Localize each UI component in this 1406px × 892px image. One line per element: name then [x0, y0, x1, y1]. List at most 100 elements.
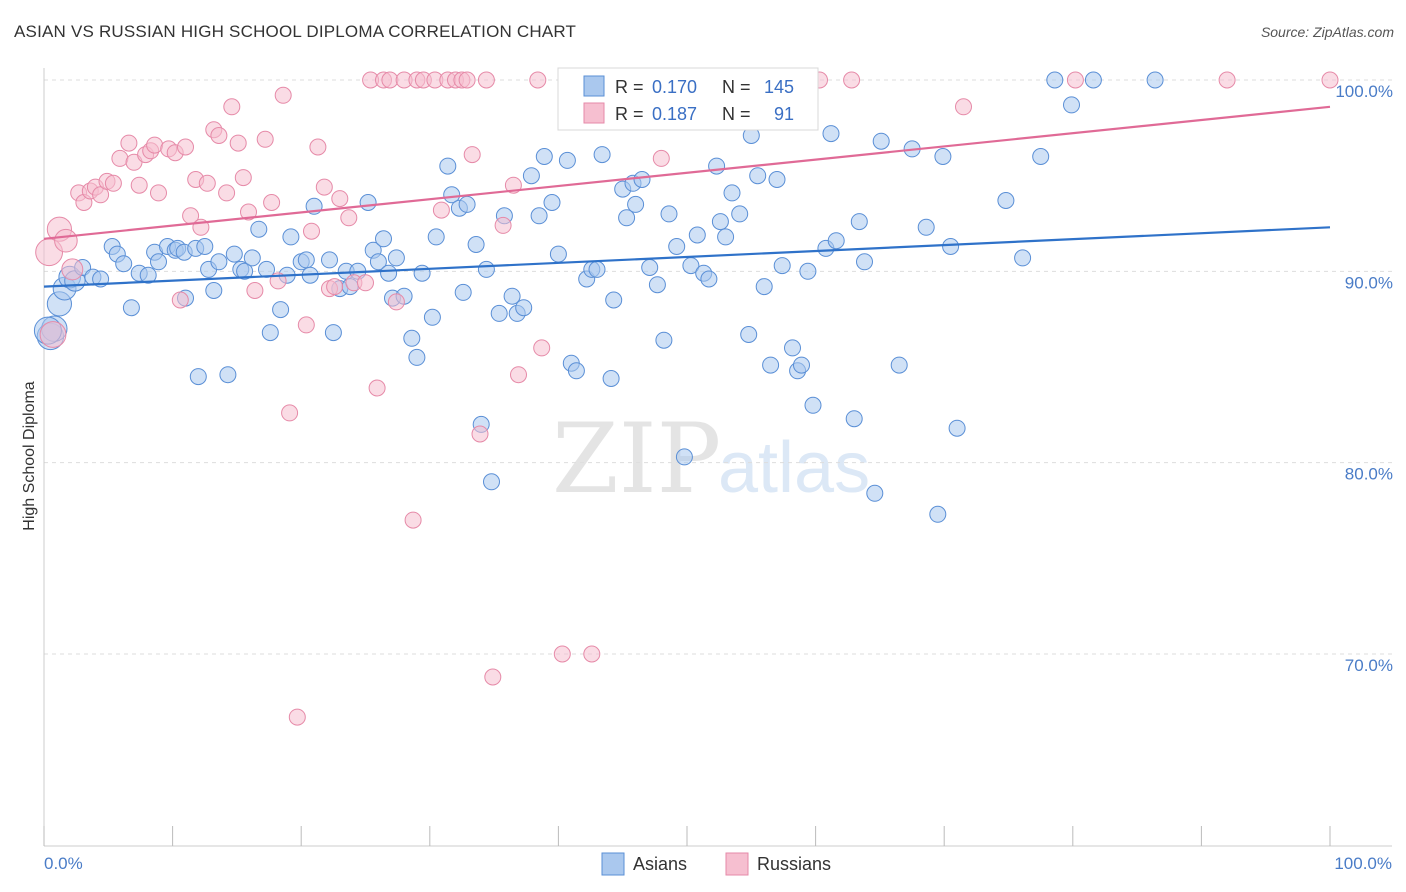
asians-point-130	[890, 356, 908, 374]
legend-r-value-russians: 0.187	[652, 104, 697, 124]
y-tick-label-80: 80.0%	[1345, 465, 1393, 484]
asians-point-116	[773, 257, 791, 275]
russians-point-33	[234, 169, 252, 187]
russians-point-55	[381, 71, 399, 89]
asians-point-106	[711, 213, 729, 231]
asians-point-24	[196, 238, 214, 255]
legend-r-label-russians: R =	[615, 104, 644, 124]
asians-point-99	[668, 238, 686, 255]
legend-r-value-asians: 0.170	[652, 77, 697, 97]
asians-point-126	[850, 213, 868, 231]
russians-point-80	[652, 149, 670, 167]
russians-point-11	[104, 174, 122, 192]
bottom-legend-swatch-russians	[725, 852, 749, 876]
asians-point-77	[530, 207, 548, 225]
russians-point-75	[533, 339, 551, 357]
asians-point-55	[387, 249, 405, 267]
asians-point-136	[948, 419, 966, 437]
asians-point-134	[934, 148, 952, 165]
asians-point-43	[321, 251, 338, 269]
russians-point-48	[331, 190, 349, 208]
asians-point-23	[189, 368, 207, 386]
asians-point-140	[1046, 71, 1064, 89]
asians-point-83	[567, 362, 585, 380]
bottom-legend-swatch-asians	[601, 852, 625, 876]
russians-point-1	[39, 321, 67, 348]
russians-point-90	[1321, 71, 1339, 89]
y-tick-label-100: 100.0%	[1335, 82, 1393, 101]
asians-point-60	[423, 308, 441, 326]
asians-point-115	[768, 171, 786, 188]
russians-point-43	[303, 222, 320, 240]
asians-point-62	[439, 157, 457, 175]
russians-point-3	[54, 228, 78, 253]
asians-point-114	[762, 356, 780, 374]
russians-point-86	[843, 71, 861, 89]
source-label: Source: ZipAtlas.com	[1260, 24, 1394, 40]
russians-point-78	[583, 645, 601, 663]
asians-point-141	[1063, 96, 1080, 114]
bottom-legend-label-asians: Asians	[633, 854, 687, 874]
x-ticks	[43, 826, 1331, 846]
russians-point-66	[458, 71, 476, 89]
russians-point-18	[146, 136, 164, 154]
asians-point-138	[1014, 249, 1032, 267]
legend-swatch-russians	[583, 102, 605, 124]
asians-point-33	[250, 220, 268, 238]
asians-point-112	[749, 167, 767, 185]
russians-point-27	[198, 174, 216, 192]
russians-points	[35, 71, 1339, 726]
asians-point-89	[605, 291, 623, 309]
asians-point-91	[618, 209, 636, 227]
russians-point-12	[111, 149, 129, 167]
asians-point-59	[413, 264, 431, 282]
asians-point-109	[731, 205, 749, 223]
watermark-atlas: atlas	[718, 428, 870, 508]
russians-point-45	[315, 178, 333, 196]
russians-point-76	[553, 645, 571, 663]
asians-point-86	[588, 260, 606, 278]
asians-point-28	[219, 366, 237, 384]
russians-point-39	[274, 86, 292, 104]
asians-point-125	[845, 410, 863, 428]
asians-point-51	[369, 253, 387, 271]
asians-point-67	[467, 236, 485, 253]
russians-point-30	[218, 184, 236, 202]
russians-point-53	[368, 379, 386, 397]
x-tick-label-min: 0.0%	[44, 854, 83, 873]
asians-point-129	[872, 132, 890, 150]
russians-point-58	[404, 511, 422, 529]
asians-point-105	[708, 157, 726, 175]
asians-point-69	[477, 260, 495, 278]
russians-trend-line	[43, 105, 1331, 240]
asians-point-57	[403, 329, 421, 347]
asians-point-71	[490, 304, 508, 322]
russians-point-89	[1218, 71, 1236, 89]
asians-point-100	[675, 448, 693, 466]
asians-point-113	[755, 278, 773, 296]
asians-point-96	[648, 276, 666, 294]
asians-point-110	[740, 326, 758, 343]
legend-n-value-russians: 91	[774, 104, 794, 124]
asians-point-108	[723, 184, 741, 202]
russians-point-32	[229, 134, 247, 152]
asians-point-123	[822, 125, 840, 143]
asians-point-142	[1084, 71, 1102, 89]
y-tick-label-70: 70.0%	[1345, 656, 1393, 675]
asians-point-65	[454, 283, 472, 301]
legend-swatch-asians	[583, 75, 605, 97]
asians-point-95	[641, 259, 659, 276]
asians-point-94	[633, 171, 651, 188]
asians-point-49	[359, 194, 377, 211]
russians-point-51	[357, 274, 374, 292]
asians-point-80	[549, 245, 567, 263]
trend-lines	[43, 105, 1331, 288]
chart-title: ASIAN VS RUSSIAN HIGH SCHOOL DIPLOMA COR…	[14, 22, 577, 41]
russians-point-29	[210, 127, 228, 144]
russians-point-35	[246, 282, 264, 299]
y-axis-title: High School Diploma	[21, 381, 38, 531]
asians-point-66	[458, 195, 476, 213]
asians-point-31	[236, 262, 254, 280]
asians-point-35	[261, 324, 279, 342]
